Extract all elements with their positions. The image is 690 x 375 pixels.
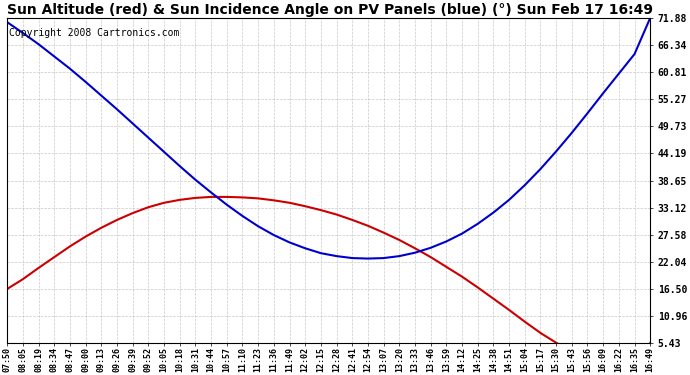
Text: Copyright 2008 Cartronics.com: Copyright 2008 Cartronics.com — [8, 28, 179, 38]
Text: Sun Altitude (red) & Sun Incidence Angle on PV Panels (blue) (°) Sun Feb 17 16:4: Sun Altitude (red) & Sun Incidence Angle… — [8, 3, 653, 17]
